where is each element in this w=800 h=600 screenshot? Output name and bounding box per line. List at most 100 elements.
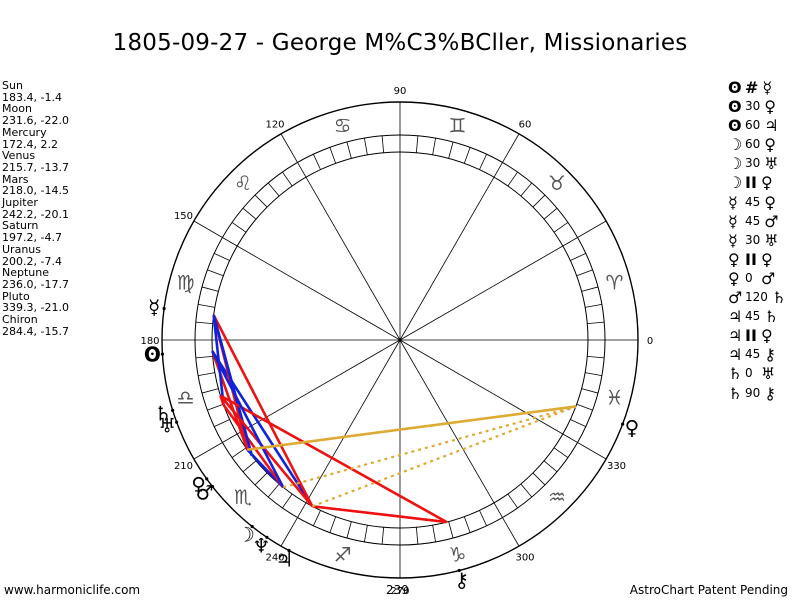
- planet-coords: 172.4, 2.2: [2, 137, 58, 151]
- aspect-angle: 120: [745, 290, 768, 305]
- planet-marker: [210, 484, 215, 489]
- degree-tick: [364, 525, 368, 542]
- degree-tick: [415, 527, 419, 545]
- degree-tick: [532, 472, 546, 486]
- degree-tick: [553, 447, 569, 458]
- house-spoke: [236, 339, 401, 435]
- capricorn-icon: ♑: [448, 542, 466, 566]
- house-spoke-outer: [193, 220, 223, 238]
- house-spoke-outer: [280, 517, 298, 547]
- sun-icon: ʘ: [728, 116, 742, 136]
- jupiter-icon: ♃: [764, 116, 779, 136]
- degree-tick: [562, 237, 578, 247]
- aspect-row: ʘ 60 ♃: [728, 116, 787, 135]
- aspect-angle: 90: [745, 385, 761, 400]
- degree-label: 150: [174, 211, 193, 222]
- jupiter-icon: ♃: [275, 547, 293, 571]
- aspect-row: ♄ 90 ⚷: [728, 384, 787, 403]
- aspect-row: ʘ 30 ♀: [728, 97, 787, 116]
- aspect-row: ʘ # ☿: [728, 78, 787, 97]
- degree-tick: [198, 304, 215, 308]
- aries-icon: ♈: [605, 271, 623, 295]
- aspect-row: ♀ II ♀: [728, 250, 787, 269]
- house-spoke: [399, 176, 495, 341]
- degree-tick: [364, 138, 368, 155]
- aspect-row: ☽ 60 ♀: [728, 135, 787, 154]
- degree-tick: [479, 510, 487, 526]
- footer-number: 239: [386, 583, 409, 597]
- uranus-icon: ♅: [764, 230, 779, 250]
- degree-tick: [585, 304, 602, 308]
- planet-marker: [175, 420, 179, 424]
- moon-icon: ☽: [728, 135, 743, 155]
- aspect-line: [212, 314, 314, 507]
- aspect-angle: 30: [745, 99, 761, 114]
- aspect-angle: 0: [745, 366, 753, 381]
- house-spoke-outer: [577, 220, 607, 238]
- degree-tick: [432, 138, 436, 155]
- pisces-icon: ♓: [605, 385, 623, 409]
- footer-site-link[interactable]: www.harmoniclife.com: [4, 583, 141, 597]
- planet-coords: 284.4, -15.7: [2, 324, 69, 338]
- degree-label: 240: [265, 553, 284, 564]
- degree-tick: [231, 222, 247, 233]
- aspect-row: ♄ 0 ♅: [728, 364, 787, 383]
- degree-tick: [201, 286, 219, 292]
- aspect-line: [212, 314, 254, 457]
- cancer-icon: ♋: [334, 114, 352, 138]
- aspect-angle: II: [745, 326, 757, 346]
- degree-tick: [329, 147, 337, 164]
- degree-tick: [581, 388, 599, 394]
- degree-label: 90: [394, 86, 407, 97]
- planet-marker: [171, 408, 175, 412]
- aspect-line: [222, 404, 285, 489]
- degree-tick: [463, 147, 471, 164]
- degree-tick: [415, 135, 419, 153]
- degree-tick: [254, 194, 268, 208]
- virgo-icon: ♍: [177, 271, 195, 295]
- mercury-icon: ☿: [762, 78, 773, 97]
- degree-tick: [570, 419, 586, 427]
- planet-marker: [457, 568, 461, 573]
- planet-coords: 242.2, -20.1: [2, 207, 69, 221]
- degree-label: 330: [607, 461, 626, 472]
- degree-tick: [381, 135, 385, 153]
- planet-marker: [265, 535, 269, 539]
- degree-tick: [585, 372, 602, 376]
- degree-tick: [313, 510, 321, 526]
- aspect-line: [312, 505, 447, 524]
- aspect-row: ♃ 45 ♄: [728, 307, 787, 326]
- footer-patent-note: AstroChart Patent Pending: [629, 583, 788, 597]
- house-spoke-outer: [577, 442, 607, 460]
- house-spoke: [305, 176, 401, 341]
- degree-tick: [507, 493, 518, 509]
- degree-tick: [195, 321, 213, 325]
- venus-icon: ♀: [728, 249, 740, 269]
- venus-icon: ♀: [764, 192, 776, 212]
- degree-tick: [381, 527, 385, 545]
- saturn-icon: ♄: [764, 307, 779, 327]
- house-spoke: [399, 245, 564, 341]
- degree-tick: [329, 516, 337, 533]
- chiron-icon: ⚷: [764, 345, 776, 365]
- aspect-row: ♃ 45 ⚷: [728, 345, 787, 364]
- degree-tick: [198, 372, 215, 376]
- planet-name: Chiron: [2, 313, 38, 327]
- degree-tick: [463, 516, 471, 533]
- degree-tick: [479, 154, 487, 170]
- planet-name: Saturn: [2, 219, 39, 233]
- aspect-angle: II: [745, 249, 757, 269]
- degree-tick: [231, 447, 247, 458]
- degree-tick: [267, 483, 280, 498]
- planet-name: Sun: [2, 79, 23, 92]
- aspect-angle: 45: [745, 309, 761, 324]
- degree-tick: [581, 286, 599, 292]
- moon-icon: ☽: [728, 154, 743, 174]
- degree-tick: [543, 207, 558, 220]
- jupiter-icon: ♃: [728, 345, 743, 365]
- sun-icon: ʘ: [144, 343, 161, 367]
- degree-tick: [201, 388, 219, 394]
- degree-tick: [587, 355, 605, 359]
- degree-tick: [576, 269, 593, 277]
- sagittarius-icon: ♐: [334, 542, 352, 566]
